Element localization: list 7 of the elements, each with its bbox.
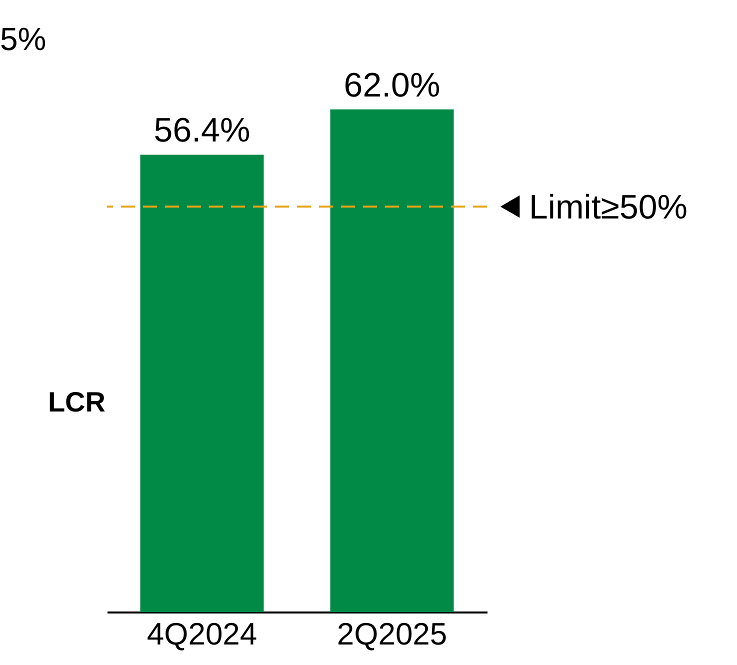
x-tick-label: 2Q2025: [336, 616, 448, 652]
data-label: 62.0%: [344, 66, 440, 104]
data-label: 56.4%: [154, 112, 250, 150]
ref-line-label: Limit≥50%: [529, 188, 688, 227]
y-axis-title: LCR: [48, 386, 106, 418]
x-tick-label: 4Q2024: [146, 616, 258, 652]
text: 5%: [0, 21, 46, 57]
